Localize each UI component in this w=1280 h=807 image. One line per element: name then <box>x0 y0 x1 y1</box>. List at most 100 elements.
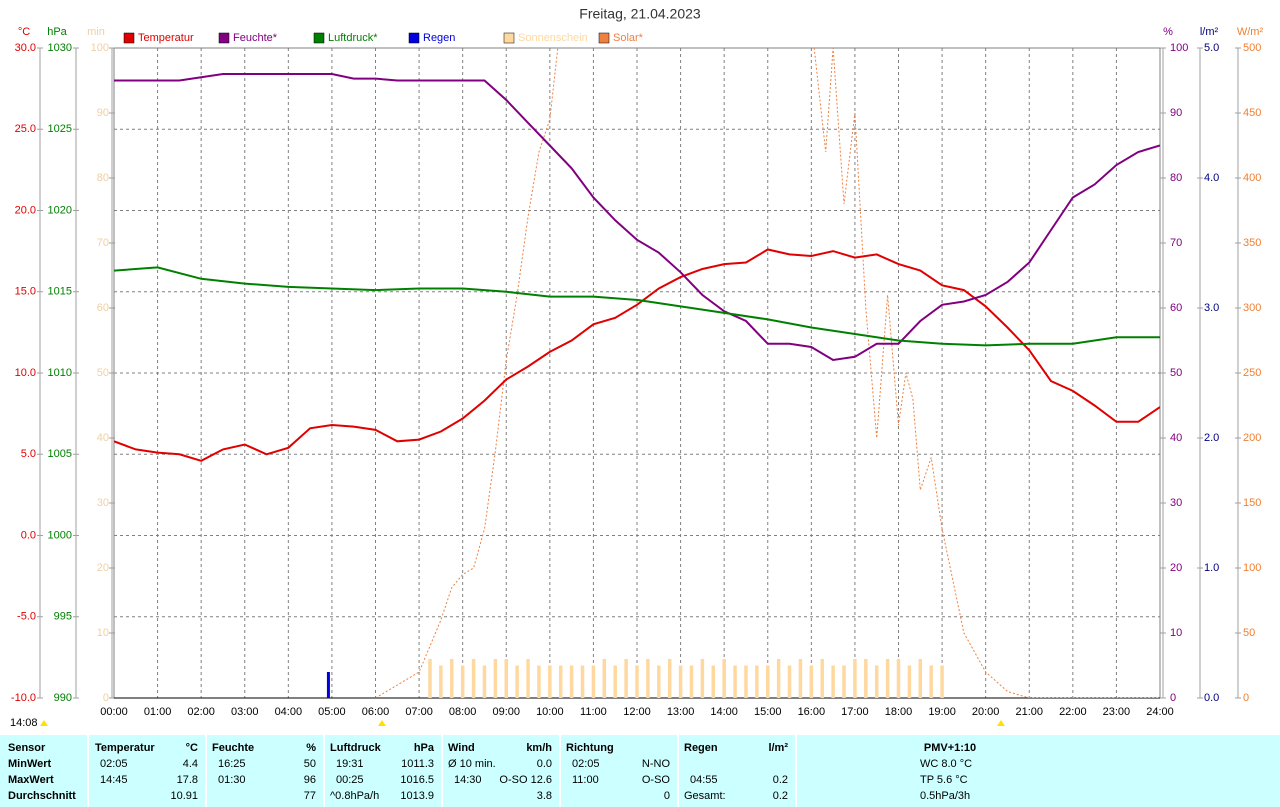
table-cell: Ø 10 min. <box>448 758 496 770</box>
y-tick-label: 10 <box>1170 627 1182 639</box>
series-line <box>114 73 1160 362</box>
y-tick-label: 50 <box>1243 627 1255 639</box>
bar <box>809 665 814 698</box>
table-cell: 96 <box>304 774 316 786</box>
x-tick-label: 14:00 <box>710 706 738 718</box>
table-header: °C <box>186 742 198 754</box>
legend-swatch <box>503 32 515 44</box>
table-header: Wind <box>448 742 475 754</box>
legend-swatch <box>218 32 230 44</box>
bar <box>678 665 683 698</box>
table-cell: 1013.9 <box>400 790 434 802</box>
bar <box>831 665 835 698</box>
table-cell: 0.5hPa/3h <box>920 790 970 802</box>
marker <box>40 720 48 726</box>
y-tick-label: 50 <box>1170 367 1182 379</box>
axis-title: l/m² <box>1200 26 1219 38</box>
bar <box>700 659 705 698</box>
y-tick-label: 1030 <box>48 42 72 54</box>
table-cell: Durchschnitt <box>8 790 76 802</box>
x-tick-label: 02:00 <box>187 706 215 718</box>
x-tick-label: 10:00 <box>536 706 564 718</box>
y-tick-label: 20 <box>97 562 109 574</box>
table-cell: 19:31 <box>336 758 364 770</box>
axis-title: °C <box>18 26 30 38</box>
bar <box>885 659 890 698</box>
table-header: Luftdruck <box>330 742 382 754</box>
table-cell: MinWert <box>8 758 52 770</box>
y-tick-label: 25.0 <box>15 123 36 135</box>
bar <box>657 665 661 698</box>
y-tick-label: 1020 <box>48 204 72 216</box>
table-cell: 4.4 <box>183 758 198 770</box>
x-tick-label: 12:00 <box>623 706 651 718</box>
y-tick-label: 70 <box>97 237 109 249</box>
table-cell: 00:25 <box>336 774 364 786</box>
bar <box>602 659 607 698</box>
x-tick-label: 08:00 <box>449 706 477 718</box>
y-tick-label: 500 <box>1243 42 1261 54</box>
bar <box>864 659 868 698</box>
bar <box>428 659 432 698</box>
bar <box>766 665 770 698</box>
y-tick-label: 1.0 <box>1204 562 1219 574</box>
bar <box>580 665 585 698</box>
table-header: Regen <box>684 742 718 754</box>
y-tick-label: 20.0 <box>15 204 36 216</box>
y-tick-label: 40 <box>1170 432 1182 444</box>
bar <box>940 665 944 698</box>
legend-swatch <box>408 32 420 44</box>
bar <box>667 659 672 698</box>
bar <box>482 665 487 698</box>
table-cell: 0.2 <box>773 790 788 802</box>
x-tick-label: 03:00 <box>231 706 259 718</box>
table-cell: 3.8 <box>537 790 552 802</box>
bar <box>874 665 879 698</box>
y-tick-label: 1010 <box>48 367 72 379</box>
y-tick-label: 50 <box>97 367 109 379</box>
bar <box>493 659 498 698</box>
table-header: Temperatur <box>95 742 155 754</box>
y-tick-label: 0 <box>103 692 109 704</box>
bar <box>504 659 508 698</box>
bar <box>591 665 596 698</box>
x-tick-label: 21:00 <box>1015 706 1043 718</box>
bar <box>853 659 857 698</box>
y-tick-label: 3.0 <box>1204 302 1219 314</box>
bar <box>537 665 541 698</box>
axis-title: % <box>1163 26 1173 38</box>
y-tick-label: 150 <box>1243 497 1261 509</box>
y-tick-label: 15.0 <box>15 286 36 298</box>
bar <box>929 665 933 698</box>
table-cell: 02:05 <box>100 758 128 770</box>
table-cell: 01:30 <box>218 774 246 786</box>
y-tick-label: 60 <box>97 302 109 314</box>
y-tick-label: 400 <box>1243 172 1261 184</box>
table-cell: 02:05 <box>572 758 600 770</box>
bar <box>820 659 824 698</box>
table-cell: 14:45 <box>100 774 128 786</box>
sunrise-marker <box>378 720 386 726</box>
bar <box>755 665 759 698</box>
y-tick-label: 60 <box>1170 302 1182 314</box>
bar <box>733 665 737 698</box>
x-tick-label: 01:00 <box>144 706 172 718</box>
table-cell: WC 8.0 °C <box>920 758 972 770</box>
bar <box>548 665 552 698</box>
y-tick-label: 0.0 <box>1204 692 1219 704</box>
legend-swatch <box>598 32 610 44</box>
y-tick-label: 80 <box>1170 172 1182 184</box>
x-tick-label: 23:00 <box>1103 706 1131 718</box>
table-cell: O-SO 12.6 <box>499 774 552 786</box>
y-tick-label: 450 <box>1243 107 1261 119</box>
x-tick-label: 05:00 <box>318 706 346 718</box>
bar <box>624 659 628 698</box>
axis-title: hPa <box>47 26 67 38</box>
bar <box>722 659 726 698</box>
x-tick-label: 11:00 <box>580 706 607 718</box>
y-tick-label: 10.0 <box>15 367 36 379</box>
y-tick-label: 4.0 <box>1204 172 1219 184</box>
series-line <box>375 48 1160 698</box>
y-tick-label: 80 <box>97 172 109 184</box>
y-tick-label: 20 <box>1170 562 1182 574</box>
